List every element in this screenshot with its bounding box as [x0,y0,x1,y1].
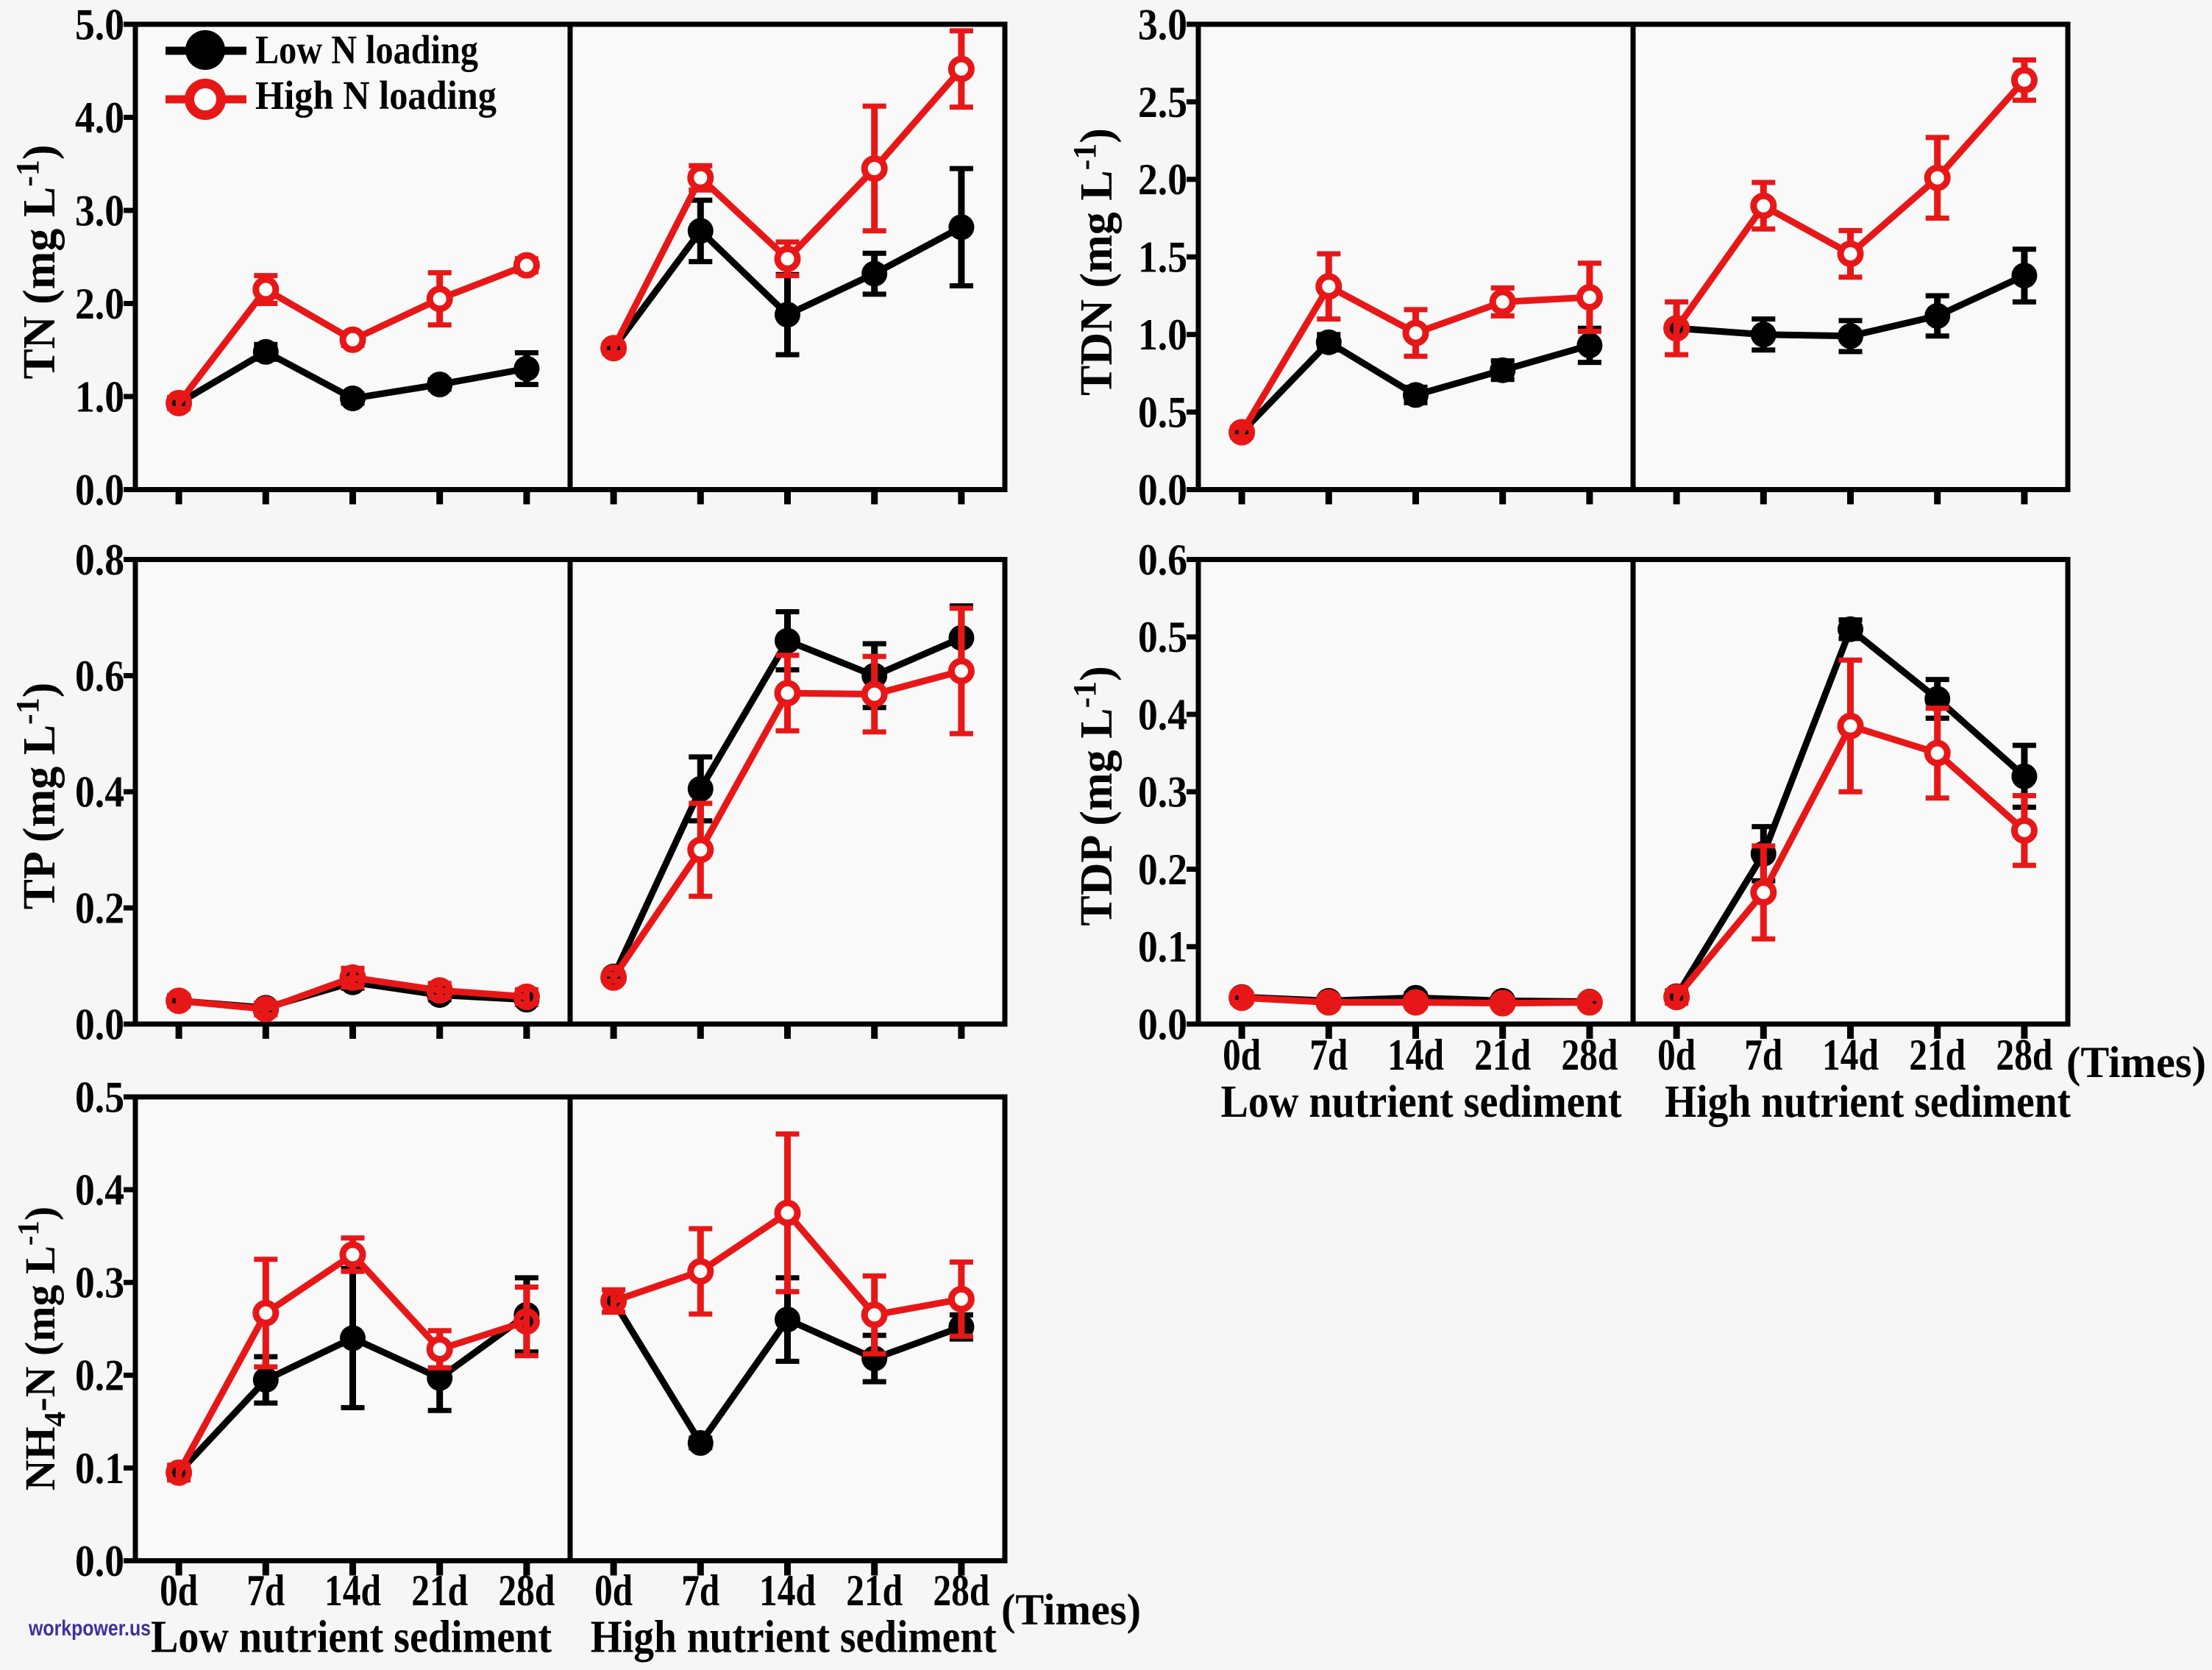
svg-text:7d: 7d [246,1566,285,1615]
svg-text:0.5: 0.5 [1138,613,1187,661]
svg-text:0.6: 0.6 [1138,536,1187,584]
svg-text:0.4: 0.4 [1138,690,1187,739]
svg-text:1.0: 1.0 [1138,310,1187,359]
svg-text:0d: 0d [594,1566,633,1615]
svg-text:0.0: 0.0 [1138,466,1187,514]
svg-text:0d: 0d [160,1566,198,1615]
svg-text:21d: 21d [411,1566,468,1615]
svg-text:0.0: 0.0 [75,1537,124,1585]
svg-text:21d: 21d [1474,1031,1531,1079]
svg-text:21d: 21d [1909,1031,1966,1079]
svg-text:2.0: 2.0 [75,280,124,328]
svg-text:14d: 14d [1822,1031,1879,1079]
svg-text:(Times): (Times) [1001,1585,1141,1634]
svg-text:0.8: 0.8 [75,536,124,584]
svg-text:2.0: 2.0 [1138,155,1187,204]
svg-text:0.3: 0.3 [75,1259,124,1307]
svg-text:28d: 28d [933,1566,989,1615]
svg-text:0.2: 0.2 [75,1351,124,1400]
svg-text:0.0: 0.0 [75,1000,124,1048]
svg-text:(Times): (Times) [2066,1038,2206,1087]
svg-text:TDN (mg L-1​): TDN (mg L-1​) [1067,128,1122,396]
svg-text:3.0: 3.0 [1138,0,1187,49]
svg-text:NH4​-N (mg L-1​): NH4​-N (mg L-1​) [11,1207,71,1491]
svg-text:TDP (mg L-1​): TDP (mg L-1​) [1067,666,1122,926]
svg-text:0.4: 0.4 [75,768,124,817]
svg-text:28d: 28d [1561,1031,1618,1079]
svg-text:0.1: 0.1 [75,1444,124,1493]
svg-text:Low nutrient sediment: Low nutrient sediment [151,1613,552,1663]
svg-text:28d: 28d [498,1566,555,1615]
svg-text:0.5: 0.5 [75,1073,124,1121]
svg-text:1.5: 1.5 [1138,233,1187,282]
svg-text:0.2: 0.2 [75,884,124,933]
svg-text:High nutrient sediment: High nutrient sediment [1665,1077,2071,1127]
svg-text:21d: 21d [846,1566,903,1615]
svg-text:0d: 0d [1657,1031,1696,1079]
svg-text:Low N loading: Low N loading [255,27,478,72]
svg-text:TN (mg L-1​): TN (mg L-1​) [10,144,65,379]
svg-text:14d: 14d [1387,1031,1444,1079]
svg-text:0.3: 0.3 [1138,768,1187,817]
svg-text:0.0: 0.0 [75,466,124,514]
svg-text:4.0: 4.0 [75,93,124,142]
svg-text:2.5: 2.5 [1138,78,1187,127]
svg-text:0.0: 0.0 [1138,1000,1187,1048]
svg-text:7d: 7d [1744,1031,1782,1079]
svg-text:workpower.us: workpower.us [28,1616,151,1641]
svg-text:28d: 28d [1996,1031,2052,1079]
svg-text:7d: 7d [1309,1031,1348,1079]
svg-text:14d: 14d [324,1566,381,1615]
svg-text:High N loading: High N loading [255,73,497,118]
svg-text:14d: 14d [759,1566,816,1615]
svg-text:0.1: 0.1 [1138,923,1187,971]
svg-text:7d: 7d [681,1566,719,1615]
svg-text:High nutrient sediment: High nutrient sediment [591,1613,997,1663]
svg-text:0.5: 0.5 [1138,388,1187,437]
svg-text:3.0: 3.0 [75,186,124,235]
svg-text:0d: 0d [1223,1031,1261,1079]
svg-text:1.0: 1.0 [75,372,124,421]
svg-text:0.4: 0.4 [75,1166,124,1215]
svg-text:0.2: 0.2 [1138,845,1187,894]
svg-text:5.0: 5.0 [75,0,124,49]
svg-text:Low nutrient sediment: Low nutrient sediment [1221,1077,1622,1127]
svg-text:0.6: 0.6 [75,652,124,700]
svg-text:TP (mg L-1​): TP (mg L-1​) [10,683,65,910]
